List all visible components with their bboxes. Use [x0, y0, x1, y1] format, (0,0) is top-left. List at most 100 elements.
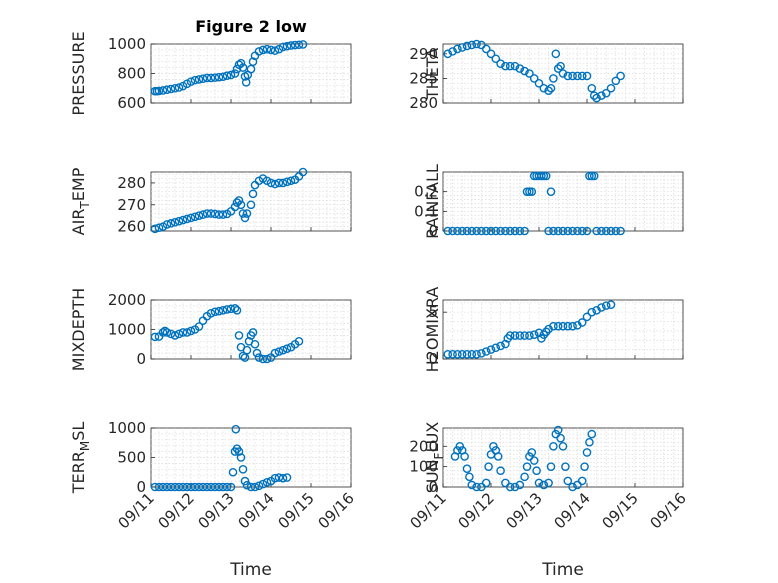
data-point: [258, 45, 268, 55]
data-point: [472, 226, 481, 236]
data-point: [190, 482, 200, 492]
data-point: [214, 210, 224, 219]
data-point: [582, 448, 592, 457]
data-point: [232, 306, 242, 315]
data-point: [158, 328, 168, 337]
y-tick-label: 600: [117, 94, 146, 112]
data-point: [510, 331, 520, 340]
data-point: [467, 350, 477, 359]
data-point: [515, 226, 525, 236]
data-point: [484, 462, 493, 471]
y-tick-label: 2000: [108, 291, 146, 309]
data-point: [236, 58, 246, 68]
data-point: [254, 353, 264, 362]
data-point: [248, 57, 258, 67]
data-point: [222, 71, 232, 81]
data-point: [601, 88, 611, 98]
data-point: [266, 178, 276, 188]
data-point: [252, 348, 262, 358]
data-point: [206, 308, 216, 318]
data-point: [460, 452, 469, 461]
data-point: [520, 472, 529, 482]
data-point: [170, 83, 180, 93]
data-point: [462, 464, 472, 473]
y-tick-label: 1000: [108, 321, 146, 339]
data-point: [290, 40, 300, 50]
data-point: [546, 83, 556, 93]
data-point: [457, 43, 467, 52]
data-point: [242, 209, 252, 218]
data-point: [515, 480, 525, 490]
data-point: [491, 343, 501, 353]
data-point: [242, 480, 252, 490]
y-tick-label: 200: [409, 437, 438, 455]
data-point: [477, 226, 486, 236]
y-tick-label: 5: [428, 303, 438, 321]
data-point: [601, 226, 611, 236]
data-point: [162, 328, 172, 337]
data-point: [467, 226, 477, 236]
data-point: [587, 83, 597, 93]
data-point: [462, 350, 472, 359]
data-point: [472, 39, 481, 49]
data-point: [611, 76, 621, 86]
data-point: [210, 307, 220, 317]
data-point: [606, 226, 616, 236]
data-point: [178, 215, 188, 225]
data-point: [236, 453, 246, 462]
data-point: [174, 329, 184, 339]
data-point: [472, 482, 481, 492]
data-point: [248, 328, 258, 337]
data-point: [563, 71, 573, 81]
y-tick-label: 1000: [108, 35, 146, 53]
data-point: [162, 482, 172, 492]
data-point: [496, 226, 505, 236]
data-point: [493, 452, 503, 461]
x-tick-label: 09/16: [315, 489, 358, 532]
data-point: [174, 482, 184, 492]
data-point: [563, 476, 573, 486]
data-point: [158, 482, 168, 492]
data-point: [546, 187, 556, 196]
data-point: [236, 200, 246, 210]
data-point: [568, 482, 577, 492]
data-point: [214, 306, 224, 316]
x-tick-label: 09/14: [235, 489, 278, 532]
data-point: [616, 226, 625, 236]
data-point: [154, 86, 164, 96]
data-point: [298, 40, 308, 49]
data-point: [262, 354, 272, 364]
x-tick-label: 09/14: [551, 489, 594, 532]
data-point: [270, 348, 280, 358]
data-point: [457, 350, 467, 359]
data-point: [154, 223, 164, 233]
data-point: [585, 171, 594, 181]
data-point: [266, 45, 276, 55]
x-tick-label: 09/13: [503, 489, 546, 532]
data-point: [242, 345, 252, 355]
y-tick-label: 260: [117, 218, 146, 236]
data-point: [553, 425, 563, 435]
data-point: [226, 304, 236, 314]
y-tick-label: 0: [136, 350, 146, 368]
data-point: [481, 44, 491, 54]
data-point: [568, 71, 577, 81]
data-point: [274, 347, 284, 356]
data-point: [150, 224, 160, 234]
data-point: [182, 214, 192, 224]
data-point: [556, 433, 565, 443]
data-point: [282, 473, 292, 482]
data-point: [577, 71, 587, 81]
data-point: [282, 177, 292, 187]
data-point: [486, 345, 496, 354]
x-tick-label: 09/15: [275, 489, 318, 532]
data-point: [214, 482, 224, 492]
y-tick-label: 0: [428, 350, 438, 368]
data-point: [228, 467, 238, 477]
x-tick-label: 09/15: [599, 489, 642, 532]
data-point: [597, 226, 606, 236]
data-point: [166, 219, 176, 228]
data-point: [270, 473, 280, 483]
